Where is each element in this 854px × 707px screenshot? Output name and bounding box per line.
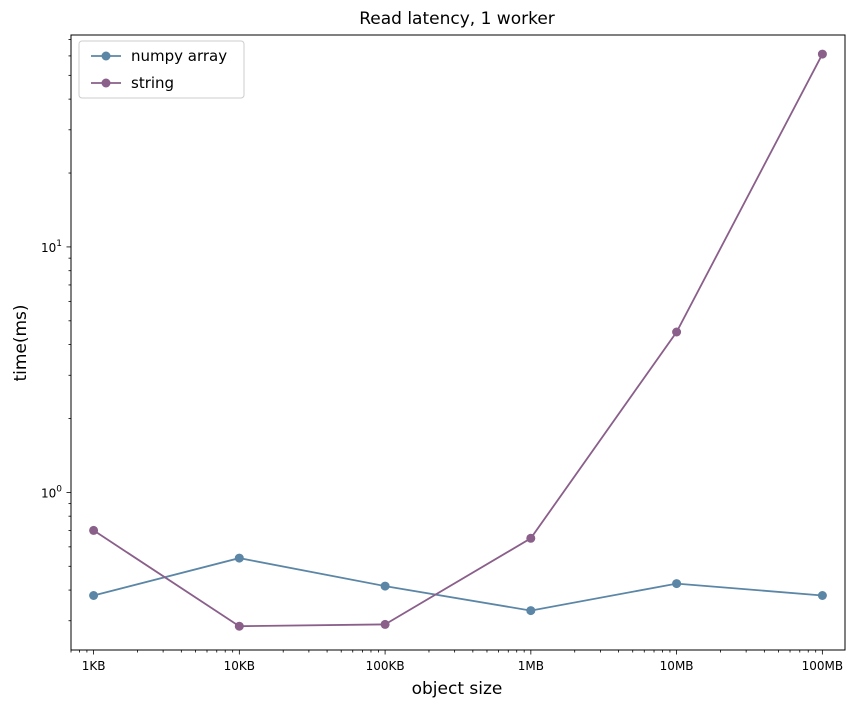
- y-axis-title: time(ms): [11, 304, 31, 381]
- data-point: [526, 606, 536, 616]
- x-tick-label: 1MB: [518, 659, 544, 673]
- plot-area: 1KB 10KB 100KB 1MB 10MB 100MB 100 101: [41, 34, 846, 673]
- x-tick-label: 1KB: [82, 659, 106, 673]
- legend-label: numpy array: [131, 47, 227, 65]
- plot-frame: [70, 34, 846, 651]
- data-point: [526, 533, 536, 543]
- x-tick-label: 10MB: [660, 659, 694, 673]
- y-tick-label: 101: [41, 239, 62, 255]
- x-axis-title: object size: [412, 679, 503, 699]
- data-point: [672, 579, 682, 589]
- data-point: [672, 327, 682, 337]
- series-line-1: [93, 53, 824, 628]
- data-point: [817, 49, 827, 59]
- data-point: [89, 525, 99, 535]
- data-point: [380, 581, 390, 591]
- data-point: [380, 619, 390, 629]
- y-tick-label: 100: [41, 484, 62, 500]
- legend: numpy array string: [78, 40, 245, 99]
- x-tick-label: 100KB: [366, 659, 405, 673]
- chart-title: Read latency, 1 worker: [359, 9, 555, 29]
- legend-label: string: [131, 74, 174, 92]
- legend-swatch-marker: [101, 78, 111, 88]
- legend-swatch-marker: [101, 51, 111, 61]
- x-tick-label: 10KB: [224, 659, 255, 673]
- data-point: [234, 553, 244, 563]
- data-point: [817, 591, 827, 600]
- series-line-0: [93, 557, 823, 612]
- data-point: [234, 621, 244, 631]
- x-tick-label: 100MB: [802, 659, 844, 673]
- data-point: [89, 591, 99, 600]
